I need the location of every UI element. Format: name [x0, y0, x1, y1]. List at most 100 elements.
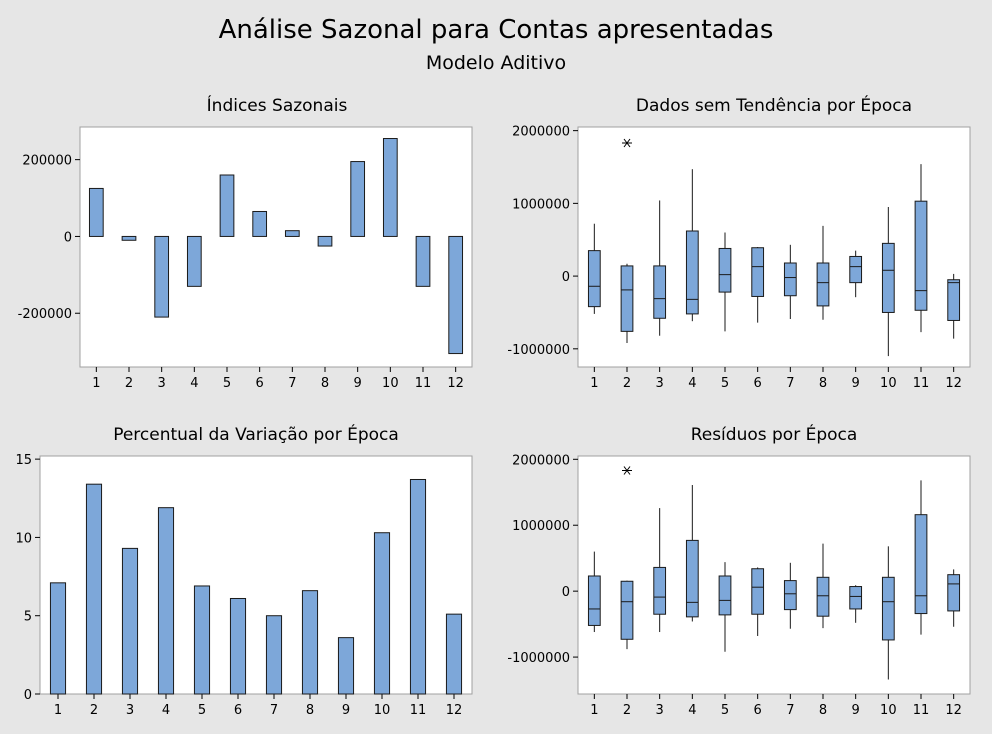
bar: [49, 582, 67, 695]
x-tick-label: 1: [54, 703, 62, 718]
bar: [350, 161, 366, 237]
x-tick-label: 4: [190, 376, 198, 391]
y-tick-label: 2000000: [512, 125, 570, 140]
box: [718, 247, 732, 293]
x-tick-label: 4: [688, 703, 696, 718]
box: [685, 539, 699, 618]
bar: [229, 597, 247, 695]
outlier-stroke: [623, 466, 631, 475]
box: [653, 566, 667, 615]
x-tick-label: 9: [852, 376, 860, 391]
bar: [317, 235, 333, 247]
x-tick-label: 10: [880, 703, 897, 718]
box: [947, 574, 961, 612]
x-tick-label: 5: [721, 703, 729, 718]
box: [718, 575, 732, 616]
bar: [448, 235, 464, 355]
box: [653, 265, 667, 319]
x-tick-label: 4: [162, 703, 170, 718]
bar: [445, 613, 463, 695]
x-tick-label: 2: [125, 376, 133, 391]
x-tick-label: 1: [590, 703, 598, 718]
y-tick-label: -200000: [18, 307, 72, 322]
bar: [415, 235, 431, 287]
y-tick-label: -1000000: [507, 651, 570, 666]
panel-title-variation-percent: Percentual da Variação por Época: [113, 423, 399, 445]
x-tick-label: 8: [321, 376, 329, 391]
box: [620, 265, 634, 332]
box: [881, 576, 895, 641]
plot-area-seasonal-indices: [79, 126, 473, 368]
box: [587, 250, 601, 308]
x-tick-label: 7: [786, 376, 794, 391]
bar: [252, 210, 268, 237]
x-tick-label: 7: [288, 376, 296, 391]
x-tick-label: 2: [623, 376, 631, 391]
bar: [373, 532, 391, 695]
x-tick-label: 9: [354, 376, 362, 391]
x-tick-label: 6: [234, 703, 242, 718]
x-tick-label: 8: [819, 376, 827, 391]
outlier-marker: [622, 466, 632, 475]
bar: [337, 637, 355, 695]
x-tick-label: 9: [342, 703, 350, 718]
y-tick-label: 0: [64, 230, 72, 245]
x-tick-label: 6: [256, 376, 264, 391]
box: [783, 262, 797, 297]
panel-title-detrended-by-season: Dados sem Tendência por Época: [636, 94, 912, 116]
x-tick-label: 1: [590, 376, 598, 391]
box: [881, 242, 895, 313]
bar: [219, 174, 235, 237]
box: [685, 230, 699, 315]
y-tick-label: 15: [15, 453, 32, 468]
x-tick-label: 12: [446, 703, 463, 718]
x-tick-label: 12: [945, 703, 962, 718]
x-tick-label: 3: [656, 376, 664, 391]
box: [816, 576, 830, 617]
panel-title-residuals-by-season: Resíduos por Época: [691, 423, 858, 445]
box: [751, 247, 765, 297]
x-tick-label: 3: [656, 703, 664, 718]
x-tick-label: 10: [382, 376, 399, 391]
y-tick-label: -1000000: [507, 343, 570, 358]
x-tick-label: 7: [786, 703, 794, 718]
x-tick-label: 3: [126, 703, 134, 718]
outlier-marker: [622, 138, 632, 148]
bar: [382, 138, 398, 237]
box: [751, 568, 765, 615]
plot-area-residuals: [577, 455, 971, 695]
bar: [157, 507, 175, 695]
box: [914, 514, 928, 615]
figure-subtitle: Modelo Aditivo: [426, 52, 566, 74]
bar: [409, 478, 427, 695]
x-tick-label: 5: [223, 376, 231, 391]
x-tick-label: 4: [688, 376, 696, 391]
x-tick-label: 10: [374, 703, 391, 718]
y-tick-label: 0: [24, 688, 32, 703]
box: [914, 200, 928, 311]
x-tick-label: 1: [92, 376, 100, 391]
bar: [193, 585, 211, 695]
y-tick-label: 0: [562, 585, 570, 600]
outlier-stroke: [623, 138, 631, 148]
box: [816, 262, 830, 307]
bar: [265, 615, 283, 695]
x-tick-label: 9: [852, 703, 860, 718]
x-tick-label: 3: [158, 376, 166, 391]
bar: [186, 235, 202, 287]
y-tick-label: 1000000: [512, 197, 570, 212]
x-tick-label: 5: [198, 703, 206, 718]
x-tick-label: 12: [447, 376, 464, 391]
x-tick-label: 11: [913, 703, 930, 718]
box: [783, 580, 797, 611]
x-tick-label: 5: [721, 376, 729, 391]
x-tick-label: 6: [754, 703, 762, 718]
y-tick-label: 1000000: [512, 519, 570, 534]
bar: [121, 235, 137, 241]
x-tick-label: 8: [819, 703, 827, 718]
